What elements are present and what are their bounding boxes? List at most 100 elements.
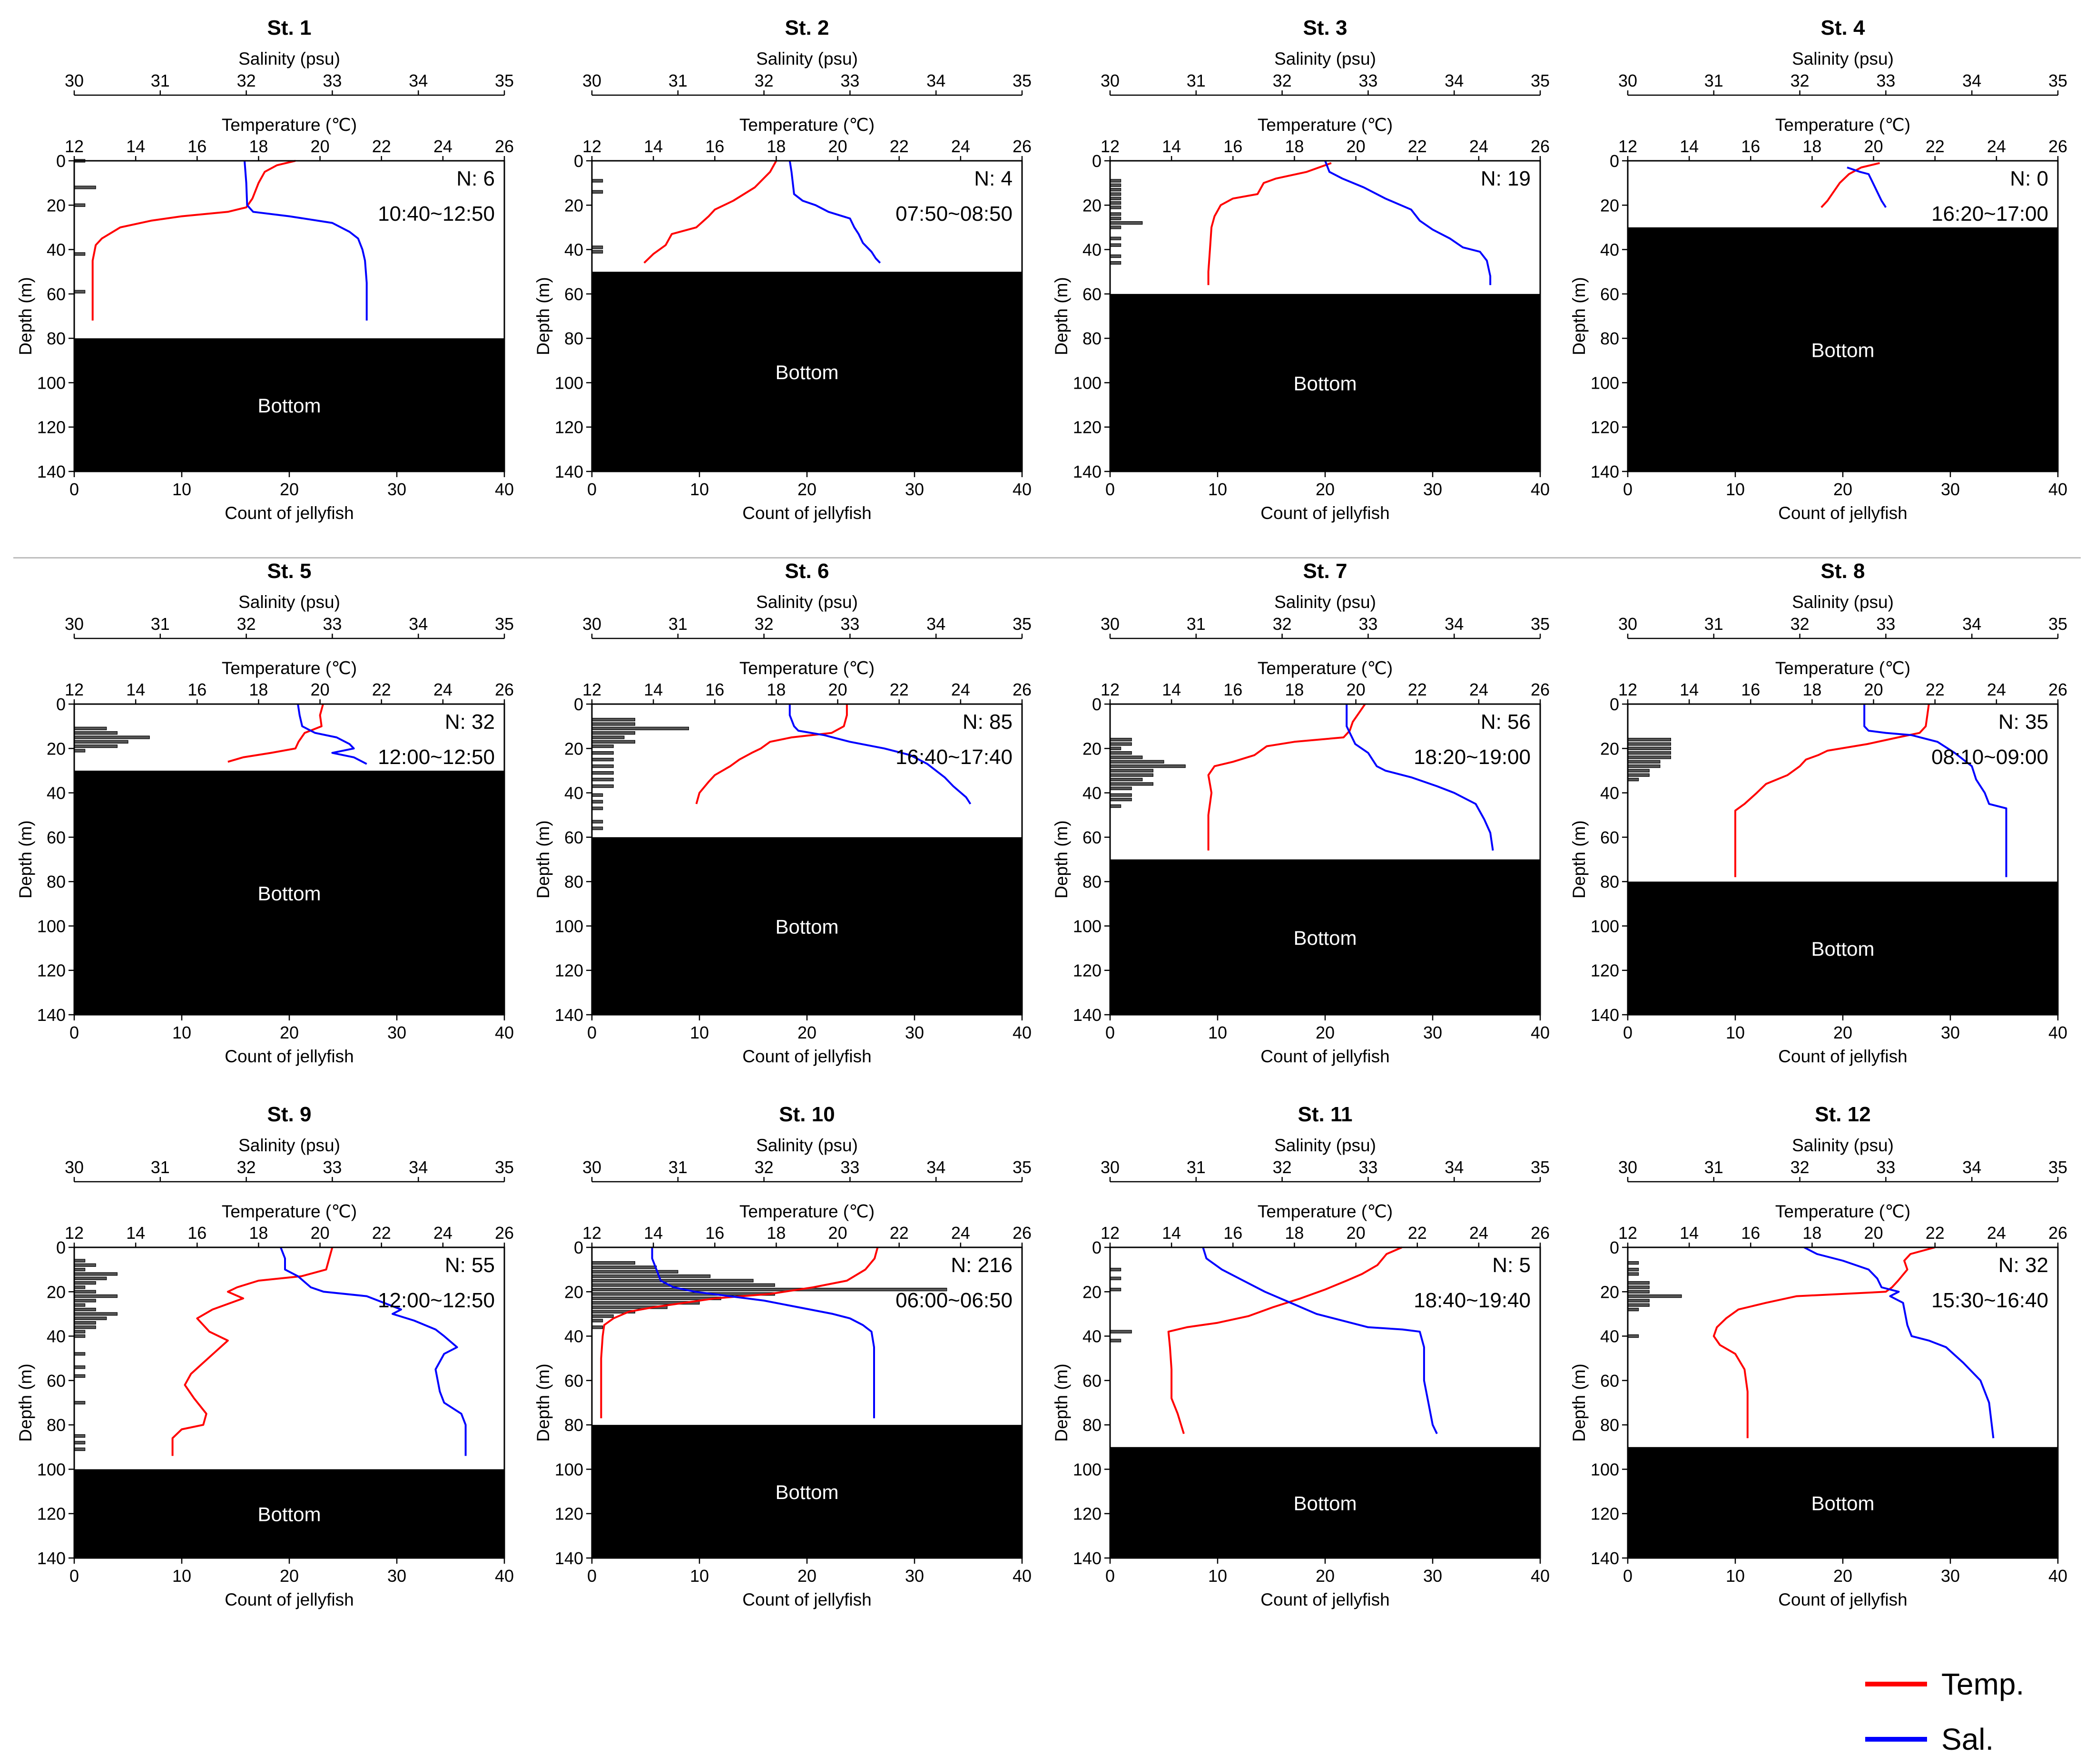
- count-tick-label: 10: [172, 1566, 191, 1586]
- count-bar: [591, 777, 614, 782]
- count-bar: [1110, 1268, 1121, 1272]
- temp-tick-label: 16: [1741, 1223, 1760, 1243]
- depth-tick-label: 40: [1600, 1327, 1619, 1346]
- count-tick-label: 0: [1105, 1566, 1115, 1586]
- temp-axis-label: Temperature (℃): [739, 658, 875, 678]
- temperature-line: [1207, 703, 1366, 851]
- count-bar: [1110, 804, 1121, 808]
- bottom-region: [74, 1469, 504, 1558]
- sal-tick-label: 32: [1790, 71, 1810, 90]
- temp-tick-label: 18: [1285, 137, 1304, 156]
- depth-tick-label: 0: [574, 151, 583, 171]
- count-tick-label: 30: [1423, 1566, 1442, 1586]
- temp-tick-label: 26: [495, 680, 514, 699]
- depth-tick-label: 120: [1591, 1504, 1619, 1524]
- depth-tick-label: 40: [47, 1327, 66, 1346]
- temp-tick-label: 16: [1741, 680, 1760, 699]
- temp-tick-label: 26: [2048, 1223, 2067, 1243]
- bottom-label: Bottom: [257, 882, 321, 904]
- bottom-region: [1628, 227, 2058, 471]
- bottom-label: Bottom: [1293, 927, 1357, 949]
- count-tick-label: 20: [797, 1566, 816, 1586]
- count-annotation: N: 32: [1998, 1254, 2048, 1277]
- temp-tick-label: 22: [1926, 1223, 1945, 1243]
- depth-tick-label: 80: [564, 329, 583, 348]
- sal-tick-label: 31: [1704, 1157, 1723, 1177]
- temp-tick-label: 16: [1223, 680, 1242, 699]
- panel-st-1: Bottom 0 20 40 60 80 100 120 140 Depth (m) 0 10 20 30…: [16, 16, 514, 523]
- sal-tick-label: 32: [237, 614, 256, 634]
- salinity-axis-label: Salinity (psu): [756, 1136, 858, 1155]
- count-tick-label: 0: [69, 1566, 79, 1586]
- salinity-line: [280, 1247, 467, 1456]
- depth-tick-label: 20: [1082, 196, 1102, 215]
- depth-tick-label: 140: [1073, 1005, 1102, 1025]
- count-tick-label: 20: [797, 1023, 816, 1042]
- count-bar: [1110, 764, 1186, 768]
- count-bar: [591, 735, 625, 739]
- count-bar: [591, 250, 603, 254]
- count-bar: [74, 290, 86, 294]
- count-annotation: N: 5: [1492, 1254, 1531, 1277]
- sal-tick-label: 32: [1790, 614, 1810, 634]
- count-tick-label: 10: [1726, 1023, 1745, 1042]
- count-bar: [74, 1290, 96, 1294]
- temperature-line: [643, 160, 777, 264]
- count-tick-label: 40: [495, 1566, 514, 1586]
- count-bar: [74, 203, 86, 207]
- temp-tick-label: 14: [644, 137, 663, 156]
- count-tick-label: 40: [1531, 1023, 1550, 1042]
- temp-tick-label: 22: [372, 1223, 391, 1243]
- temp-tick-label: 16: [705, 1223, 724, 1243]
- depth-tick-label: 40: [564, 784, 583, 803]
- count-bar: [1110, 212, 1121, 216]
- count-axis-label: Count of jellyfish: [1260, 1047, 1389, 1066]
- depth-tick-label: 20: [1600, 739, 1619, 758]
- depth-tick-label: 140: [555, 1548, 583, 1568]
- depth-axis-label: Depth (m): [1052, 1363, 1071, 1441]
- count-tick-label: 0: [587, 1023, 597, 1042]
- count-bar: [74, 1312, 118, 1316]
- depth-tick-label: 100: [1591, 916, 1619, 936]
- count-tick-label: 0: [1623, 1023, 1633, 1042]
- panel-st-2: Bottom 0 20 40 60 80 100 120 140 Depth (m) 0 10 20 30…: [533, 16, 1032, 523]
- temp-tick-label: 12: [1101, 680, 1120, 699]
- count-bar: [74, 1303, 86, 1307]
- temp-tick-label: 14: [1680, 137, 1699, 156]
- count-tick-label: 10: [1726, 480, 1745, 499]
- temp-tick-label: 24: [951, 680, 970, 699]
- panel-title: St. 10: [779, 1103, 835, 1126]
- temp-axis-label: Temperature (℃): [1775, 115, 1910, 135]
- count-bar: [591, 179, 603, 183]
- depth-tick-label: 40: [1082, 784, 1102, 803]
- count-axis-label: Count of jellyfish: [1778, 503, 1907, 523]
- count-bar: [1627, 1285, 1650, 1289]
- depth-tick-label: 120: [555, 1504, 583, 1524]
- count-bar: [74, 1334, 86, 1338]
- depth-tick-label: 60: [1082, 1371, 1102, 1391]
- temp-tick-label: 18: [767, 1223, 786, 1243]
- count-bar: [74, 1316, 107, 1320]
- count-bar: [591, 1319, 603, 1323]
- sal-tick-label: 30: [1618, 1157, 1637, 1177]
- bottom-label: Bottom: [1293, 372, 1357, 394]
- depth-axis-label: Depth (m): [533, 820, 553, 898]
- sal-tick-label: 33: [323, 71, 342, 90]
- depth-tick-label: 120: [37, 418, 66, 437]
- sal-tick-label: 31: [151, 71, 170, 90]
- temp-axis-label: Temperature (℃): [222, 1202, 357, 1221]
- depth-tick-label: 100: [1591, 1460, 1619, 1479]
- temp-tick-label: 26: [1531, 1223, 1550, 1243]
- depth-tick-label: 40: [47, 240, 66, 260]
- count-annotation: N: 4: [974, 167, 1013, 190]
- salinity-line: [244, 160, 368, 321]
- temp-tick-label: 12: [582, 680, 601, 699]
- count-bar: [1627, 773, 1650, 777]
- temp-tick-label: 20: [1864, 137, 1883, 156]
- panel-title: St. 1: [267, 16, 312, 39]
- count-bar: [1627, 1290, 1650, 1294]
- count-bar: [1110, 201, 1121, 205]
- sal-tick-label: 30: [65, 1157, 84, 1177]
- depth-axis-label: Depth (m): [1052, 277, 1071, 355]
